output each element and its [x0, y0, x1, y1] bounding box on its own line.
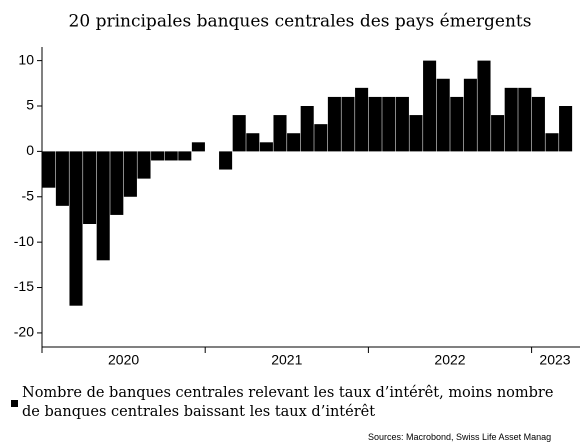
legend-marker: [11, 400, 18, 407]
bar: [559, 106, 573, 152]
bar: [423, 60, 437, 152]
x-tick-label: 2022: [434, 352, 465, 368]
x-tick-label: 2023: [539, 352, 570, 368]
y-tick-label: -5: [22, 187, 35, 203]
bar: [504, 87, 518, 152]
bar: [287, 133, 301, 152]
bar: [42, 151, 56, 188]
bar: [259, 142, 273, 152]
bar: [83, 151, 97, 224]
bar: [96, 151, 110, 261]
bar: [518, 87, 532, 152]
bar: [178, 151, 192, 161]
bar: [477, 60, 491, 152]
bar: [137, 151, 151, 179]
bar: [219, 151, 233, 170]
legend-label: Nombre de banques centrales relevant les…: [22, 385, 554, 420]
bar: [246, 133, 260, 152]
y-tick-label: -20: [14, 324, 34, 340]
bar: [232, 115, 246, 152]
y-tick-label: 10: [18, 51, 34, 67]
bar: [273, 115, 287, 152]
x-tick-label: 2020: [108, 352, 139, 368]
bar: [314, 124, 328, 152]
bar: [382, 96, 396, 152]
bar: [55, 151, 69, 206]
bar: [463, 78, 477, 152]
chart-title: 20 principales banques centrales des pay…: [69, 12, 532, 32]
y-tick-label: 0: [26, 142, 34, 158]
bar: [450, 96, 464, 152]
bar: [531, 96, 545, 152]
bar: [491, 115, 505, 152]
bar: [123, 151, 137, 197]
x-tick-label: 2021: [271, 352, 302, 368]
y-tick-label: -10: [14, 233, 34, 249]
bar: [164, 151, 178, 161]
bar: [300, 106, 314, 152]
bar: [110, 151, 124, 215]
source-note: Sources: Macrobond, Swiss Life Asset Man…: [368, 432, 552, 442]
y-tick-label: -15: [14, 278, 34, 294]
bar: [327, 96, 341, 152]
bar: [191, 142, 205, 152]
bar: [409, 115, 423, 152]
bar: [69, 151, 83, 306]
bar: [341, 96, 355, 152]
bar: [151, 151, 165, 161]
bar: [436, 78, 450, 152]
bar: [395, 96, 409, 152]
bar: [355, 87, 369, 152]
bar: [368, 96, 382, 152]
y-tick-label: 5: [26, 97, 34, 113]
bar: [545, 133, 559, 152]
